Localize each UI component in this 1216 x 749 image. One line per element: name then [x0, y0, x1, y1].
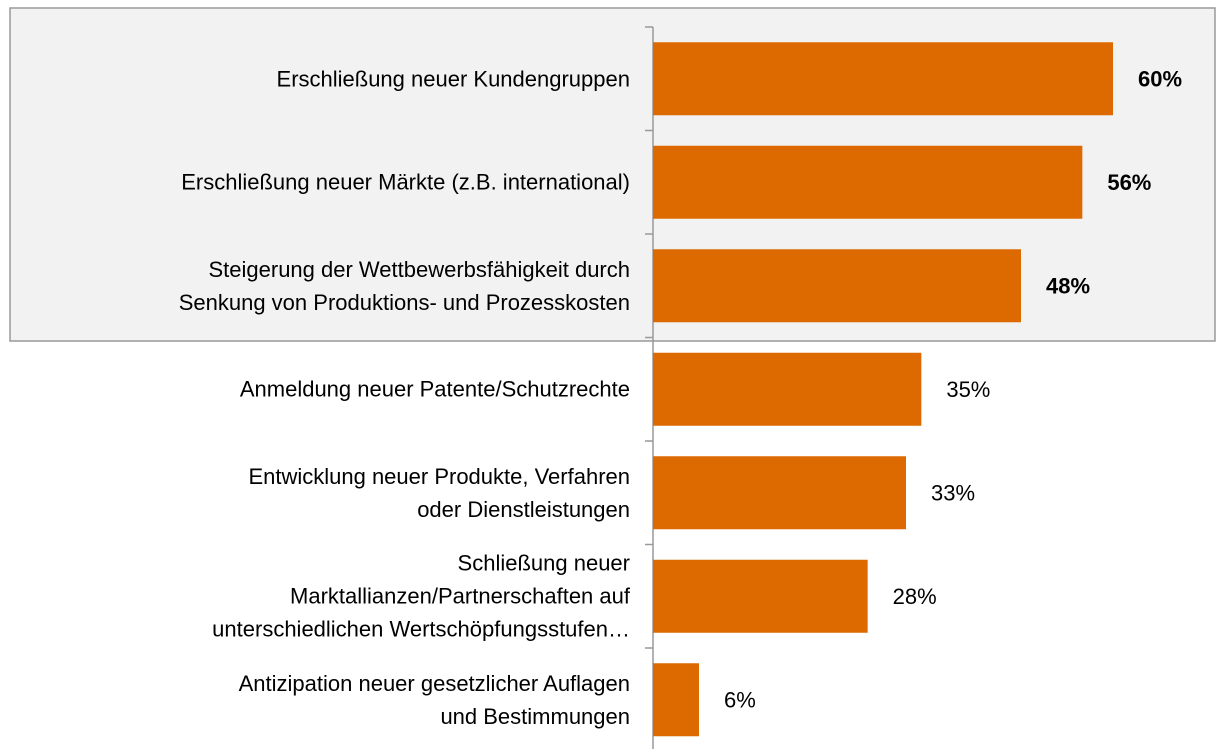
category-label: Anmeldung neuer Patente/Schutzrechte: [239, 376, 630, 402]
bar: [653, 663, 699, 737]
category-label: Erschließung neuer Märkte (z.B. internat…: [181, 169, 630, 195]
value-label: 35%: [946, 377, 990, 402]
value-label: 60%: [1138, 67, 1182, 92]
category-label: Entwicklung neuer Produkte, Verfahren od…: [248, 463, 630, 522]
bar: [653, 249, 1021, 323]
category-label: Schließung neuer Marktallianzen/Partners…: [212, 550, 630, 642]
bar: [653, 145, 1083, 219]
value-label: 56%: [1107, 170, 1151, 195]
category-label: Steigerung der Wettbewerbsfähigkeit durc…: [178, 256, 630, 315]
value-label: 28%: [893, 584, 937, 609]
value-label: 6%: [724, 688, 756, 713]
bar: [653, 559, 868, 633]
value-label: 33%: [931, 481, 975, 506]
bar: [653, 42, 1113, 116]
value-label: 48%: [1046, 274, 1090, 299]
bar: [653, 352, 922, 426]
category-label: Erschließung neuer Kundengruppen: [276, 66, 630, 92]
category-label: Antizipation neuer gesetzlicher Auflagen…: [238, 670, 630, 729]
bar: [653, 456, 906, 530]
